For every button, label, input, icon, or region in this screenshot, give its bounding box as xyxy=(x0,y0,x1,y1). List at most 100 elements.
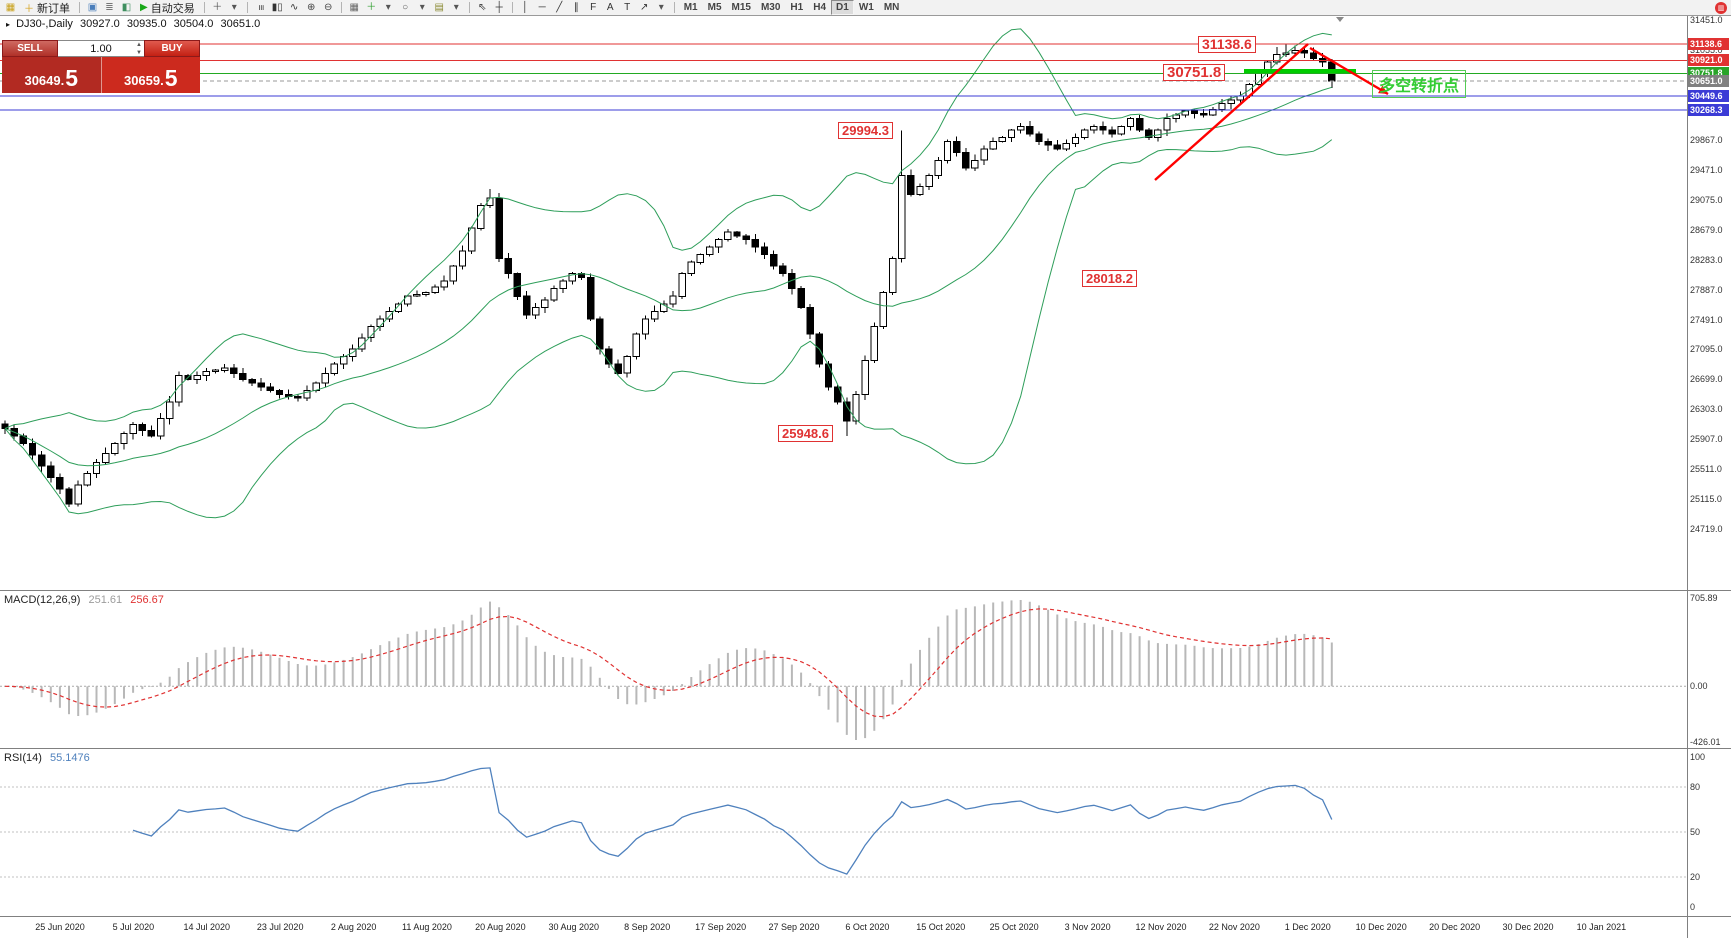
sell-button[interactable]: SELL xyxy=(2,40,58,57)
panel-separator[interactable] xyxy=(0,590,1731,591)
buy-price[interactable]: 30659. 5 xyxy=(101,57,200,93)
indicators-caret-icon[interactable]: ▾ xyxy=(385,2,391,13)
market-watch-icon[interactable]: ◧ xyxy=(121,2,132,13)
price-level-tag: 30449.6 xyxy=(1688,90,1729,103)
timeframe-mn[interactable]: MN xyxy=(883,2,900,13)
date-label: 20 Aug 2020 xyxy=(475,922,526,932)
price-axis-separator xyxy=(1687,16,1688,938)
app-icon[interactable]: ▦ xyxy=(5,2,16,13)
zoom-in-icon[interactable]: ⊕ xyxy=(307,2,316,13)
crosshair-icon[interactable]: ┼ xyxy=(495,2,503,13)
price-tick-label: 29867.0 xyxy=(1690,135,1723,146)
connection-status-icon[interactable]: ▥ xyxy=(1715,1,1727,14)
date-label: 10 Jan 2021 xyxy=(1576,922,1627,932)
auto-trading-button-icon: ▶ xyxy=(140,2,148,13)
annotation-cn-text[interactable]: 多空转折点 xyxy=(1372,70,1467,98)
time-axis[interactable]: 25 Jun 2020 5 Jul 2020 14 Jul 2020 23 Jul 2… xyxy=(0,917,1687,938)
panel-separator[interactable] xyxy=(0,916,1731,917)
date-label: 25 Oct 2020 xyxy=(989,922,1039,932)
rsi-header: RSI(14) 55.1476 xyxy=(4,752,95,764)
price-tick-label: 31451.0 xyxy=(1690,15,1723,26)
templates-icon[interactable]: ▤ xyxy=(434,2,444,13)
price-tick-label: 29471.0 xyxy=(1690,165,1723,175)
price-axis[interactable]: 31451.031055.030659.030263.029867.029471… xyxy=(1687,15,1731,916)
new-chart-icon[interactable]: ＋ xyxy=(212,2,223,13)
date-label: 12 Nov 2020 xyxy=(1135,922,1187,932)
volume-up-button[interactable]: ▲ xyxy=(136,41,142,48)
profiles-icon[interactable]: ≣ xyxy=(105,2,114,13)
date-label: 22 Nov 2020 xyxy=(1208,922,1260,932)
price-level-tag: 30651.0 xyxy=(1688,74,1729,87)
date-label: 27 Sep 2020 xyxy=(768,922,820,932)
macd-max-label: 705.89 xyxy=(1690,593,1718,603)
cursor-icon[interactable]: ⇖ xyxy=(478,2,487,13)
one-click-trading: SELL 1.00 ▲ ▼ BUY 30649. 5 30659. 5 xyxy=(2,40,200,93)
timeframe-m15[interactable]: M15 xyxy=(731,2,751,13)
price-tick-label: 31055.0 xyxy=(1690,45,1723,56)
macd-signal-value: 256.67 xyxy=(130,594,164,606)
timeframe-m30[interactable]: M30 xyxy=(760,2,781,13)
macd-label: MACD(12,26,9) xyxy=(4,594,81,606)
label-icon[interactable]: T xyxy=(624,2,631,13)
toolbar-separator xyxy=(79,2,80,13)
new-order-button-icon: ＋ xyxy=(24,4,34,15)
price-annotation[interactable]: 28018.2 xyxy=(1082,270,1137,287)
toolbar-separator xyxy=(340,2,342,13)
trendline-icon[interactable]: ╱ xyxy=(556,2,563,13)
price-annotation[interactable]: 30751.8 xyxy=(1163,64,1226,81)
timeframe-m5[interactable]: M5 xyxy=(707,2,722,13)
price-annotation[interactable]: 29994.3 xyxy=(838,122,893,139)
rsi-tick-label: 80 xyxy=(1690,782,1701,792)
volume-field[interactable]: 1.00 ▲ ▼ xyxy=(58,40,144,57)
arrows-caret-icon[interactable]: ▾ xyxy=(658,2,664,13)
horizontal-line-icon[interactable]: ─ xyxy=(538,2,546,13)
panel-separator[interactable] xyxy=(0,748,1731,749)
new-order-button[interactable]: ＋新订单 xyxy=(19,1,75,16)
buy-button[interactable]: BUY xyxy=(144,40,200,57)
price-tick-label: 28283.0 xyxy=(1690,254,1723,265)
price-annotation[interactable]: 31138.6 xyxy=(1198,36,1256,53)
date-label: 14 Jul 2020 xyxy=(183,922,231,932)
symbol-marker-icon: ▸ xyxy=(6,20,11,29)
periods-icon[interactable]: ○ xyxy=(402,2,409,13)
tile-windows-icon[interactable]: ▦ xyxy=(349,2,359,13)
new-chart-caret-icon[interactable]: ▾ xyxy=(231,2,237,13)
toolbar-separator xyxy=(246,2,248,13)
templates-caret-icon[interactable]: ▾ xyxy=(453,2,459,13)
zoom-out-icon[interactable]: ⊖ xyxy=(324,2,333,13)
rsi-tick-label: 100 xyxy=(1690,752,1706,762)
ohlc-close: 30651.0 xyxy=(220,18,261,30)
timeframe-h1[interactable]: H1 xyxy=(790,2,804,13)
chart-canvas[interactable] xyxy=(0,0,1687,938)
price-big-digit: 5 xyxy=(164,65,178,92)
macd-header: MACD(12,26,9) 251.61 256.67 xyxy=(4,594,169,606)
timeframe-h4[interactable]: H4 xyxy=(813,2,827,13)
price-level-tag: 30268.3 xyxy=(1688,103,1729,116)
sell-price[interactable]: 30649. 5 xyxy=(2,57,102,93)
channel-icon[interactable]: ∥ xyxy=(573,2,579,13)
rsi-label: RSI(14) xyxy=(4,752,42,764)
price-tick-label: 26303.0 xyxy=(1690,404,1723,415)
date-label: 6 Oct 2020 xyxy=(845,922,890,932)
date-label: 23 Jul 2020 xyxy=(256,922,304,932)
chart-window-icon[interactable]: ▣ xyxy=(87,2,98,13)
timeframe-d1[interactable]: D1 xyxy=(831,0,854,15)
rsi-tick-label: 0 xyxy=(1690,902,1696,912)
timeframe-m1[interactable]: M1 xyxy=(683,2,698,13)
auto-trading-button[interactable]: ▶ 自动交易 xyxy=(135,1,200,15)
price-annotation[interactable]: 25948.6 xyxy=(778,425,833,442)
macd-zero-label: 0.00 xyxy=(1690,681,1708,692)
volume-down-button[interactable]: ▼ xyxy=(136,49,142,56)
candlestick-chart-icon[interactable]: ▮▯ xyxy=(271,2,283,13)
toolbar-separator xyxy=(468,2,470,13)
text-icon[interactable]: A xyxy=(606,2,614,13)
fibonacci-icon[interactable]: F xyxy=(590,2,597,13)
line-chart-icon[interactable]: ∿ xyxy=(290,2,299,13)
date-label: 1 Dec 2020 xyxy=(1284,922,1331,932)
periods-caret-icon[interactable]: ▾ xyxy=(419,2,425,13)
indicators-icon[interactable]: ＋ xyxy=(366,2,377,13)
timeframe-w1[interactable]: W1 xyxy=(858,2,874,13)
arrows-icon[interactable]: ↗ xyxy=(640,2,649,13)
price-tick-label: 28679.0 xyxy=(1690,224,1723,235)
vertical-line-icon[interactable]: │ xyxy=(522,2,529,13)
